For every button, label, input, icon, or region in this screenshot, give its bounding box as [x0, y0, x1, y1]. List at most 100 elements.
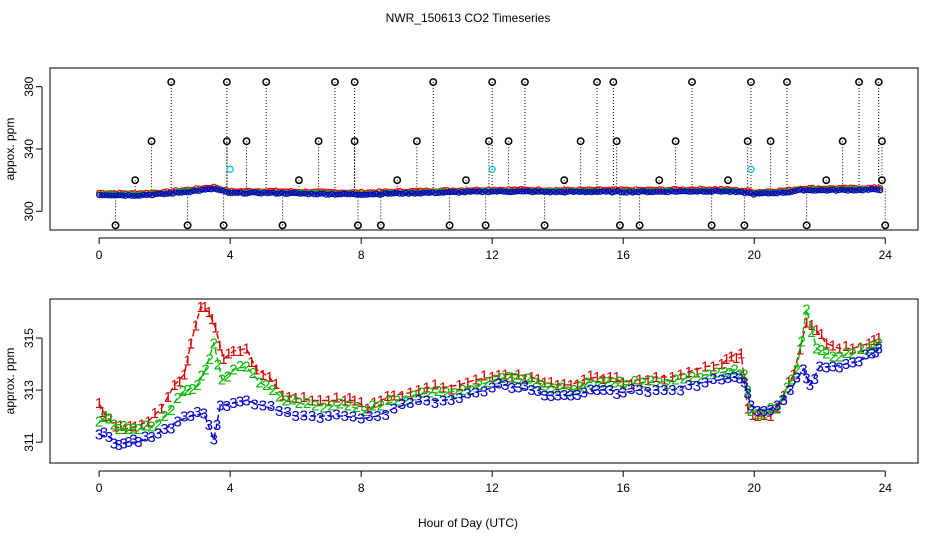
series-2-marker: 2	[129, 421, 137, 438]
series-1-marker: 1	[744, 400, 752, 417]
top-series-3-point	[311, 191, 318, 198]
series-3-marker: 3	[744, 385, 752, 402]
series-2-marker: 2	[544, 380, 552, 397]
bottom-x-tick-label: 4	[227, 481, 234, 495]
series-2-marker: 2	[639, 374, 647, 391]
top-series-3-point	[261, 189, 268, 196]
outlier-point	[111, 221, 120, 230]
series-2-marker: 2	[275, 388, 283, 405]
series-3-marker: 3	[134, 434, 142, 451]
top-series-3-point	[208, 186, 215, 193]
series-3-marker: 3	[855, 354, 863, 371]
top-series-3-point	[809, 187, 816, 194]
series-1-marker: 1	[364, 400, 372, 417]
series-3-marker: 3	[373, 408, 381, 425]
series-3-marker: 3	[472, 385, 480, 402]
top-series-3-point	[632, 189, 639, 196]
top-series-3-point	[166, 190, 173, 197]
series-3-marker: 3	[848, 355, 856, 372]
top-series-3-point	[255, 190, 262, 197]
series-3-marker: 3	[167, 420, 175, 437]
top-series-3-point	[794, 187, 801, 194]
series-3-marker: 3	[613, 386, 621, 403]
top-series-3-point	[388, 190, 395, 197]
outlier-point	[724, 176, 732, 185]
top-series-3-point	[588, 189, 595, 196]
top-series-3-point	[125, 192, 132, 199]
top-series-3-point	[314, 191, 321, 198]
top-series-3-point	[476, 188, 483, 195]
series-1-marker: 1	[180, 367, 188, 384]
series-3-marker: 3	[210, 432, 218, 449]
top-series-3-point	[868, 186, 875, 193]
top-series-3-point	[252, 189, 259, 196]
top-series-3-point	[181, 189, 188, 196]
series-1-marker: 1	[685, 364, 693, 381]
top-series-3-point	[830, 186, 837, 193]
top-x-tick-label: 12	[486, 248, 500, 262]
bottom-plot-frame	[49, 298, 919, 464]
top-series-3-point	[329, 191, 336, 198]
outlier-point	[874, 78, 883, 86]
series-1-marker: 1	[164, 389, 172, 406]
top-series-3-point	[455, 189, 462, 196]
chart-title: NWR_150613 CO2 Timeseries	[386, 11, 551, 25]
top-series-3-point	[284, 190, 291, 197]
series-3-marker: 3	[390, 400, 398, 417]
top-series-3-point	[376, 191, 383, 198]
series-3-marker: 3	[676, 383, 684, 400]
series-2-marker: 2	[537, 377, 545, 394]
series-3-marker: 3	[357, 411, 365, 428]
outlier-point	[242, 137, 251, 146]
top-y-tick-label: 340	[22, 139, 36, 159]
top-series-3-point	[161, 191, 168, 198]
top-series-3-point	[600, 188, 607, 195]
bottom-x-tick-label: 0	[96, 481, 103, 495]
bottom-x-tick-label: 20	[748, 481, 762, 495]
series-2-marker: 2	[817, 342, 825, 359]
series-2-marker: 2	[218, 372, 226, 389]
series-2-marker: 2	[744, 383, 752, 400]
series-3-marker: 3	[187, 408, 195, 425]
bottom-y-tick-label: 311	[22, 432, 36, 451]
top-series-3-point	[594, 189, 601, 196]
series-1-marker: 1	[822, 335, 830, 352]
top-series-3-point	[853, 187, 860, 194]
top-series-3-point	[865, 186, 872, 193]
series-1-marker: 1	[292, 390, 300, 407]
top-series-3-point	[267, 189, 274, 196]
series-1-marker: 1	[760, 407, 768, 424]
top-series-3-point	[290, 190, 297, 197]
top-series-3-point	[370, 191, 377, 198]
outlier-point	[353, 221, 362, 230]
series-1-marker: 1	[802, 314, 810, 331]
top-series-3-point	[738, 189, 745, 196]
top-series-3-point	[382, 190, 389, 197]
outlier-point	[838, 137, 847, 146]
top-series-3-point	[137, 192, 144, 199]
series-3-marker: 3	[829, 359, 837, 376]
top-series-3-point	[694, 188, 701, 195]
top-series-3-point	[505, 189, 512, 196]
series-2-marker: 2	[210, 335, 218, 352]
series-1-marker: 1	[870, 332, 878, 349]
series-3-marker: 3	[627, 381, 635, 398]
series-2-marker: 2	[802, 301, 810, 318]
top-series-3-point	[296, 190, 303, 197]
series-2-marker: 2	[631, 373, 639, 390]
series-3-marker: 3	[300, 407, 308, 424]
series-2-marker: 2	[224, 369, 232, 386]
top-series-3-point	[299, 190, 306, 197]
series-3-marker: 3	[554, 387, 562, 404]
series-1-marker: 1	[215, 338, 223, 355]
series-1-marker: 1	[727, 348, 735, 365]
bottom-x-tick-label: 8	[358, 481, 365, 495]
top-series-3-point	[788, 188, 795, 195]
top-series-3-point	[744, 189, 751, 196]
series-1-marker: 1	[865, 335, 873, 352]
top-series-3-point	[729, 188, 736, 195]
series-1-marker: 1	[111, 419, 119, 436]
top-series-3-point	[517, 188, 524, 195]
series-3-marker: 3	[599, 382, 607, 399]
